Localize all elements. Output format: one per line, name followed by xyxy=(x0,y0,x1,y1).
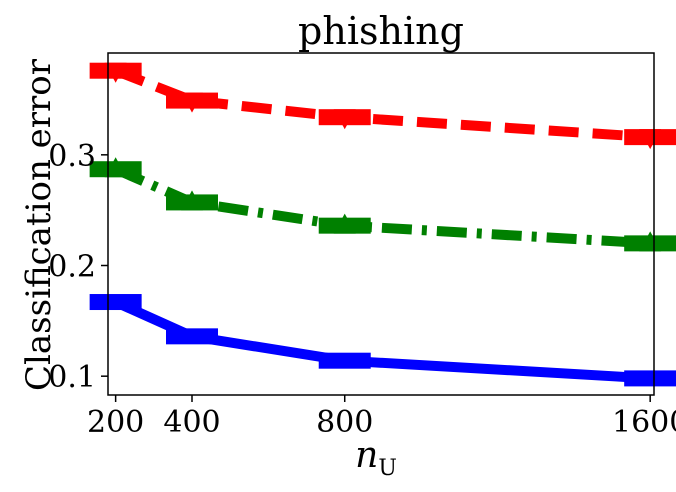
data-point xyxy=(108,295,123,310)
data-point xyxy=(185,329,199,344)
data-point xyxy=(333,109,356,130)
plot-area xyxy=(89,62,676,387)
data-point xyxy=(333,213,356,234)
series-line xyxy=(113,297,651,384)
y-tick-label: 0.3 xyxy=(48,139,96,174)
x-axis-label-subscript: U xyxy=(378,456,397,481)
data-point xyxy=(639,129,662,150)
data-point xyxy=(639,231,662,252)
chart-title: phishing xyxy=(298,9,464,53)
plot-frame xyxy=(107,52,655,396)
data-point xyxy=(181,190,203,211)
series-line xyxy=(113,66,651,143)
data-point xyxy=(104,157,127,178)
x-axis-label: nU xyxy=(355,435,397,481)
x-tick-label: 800 xyxy=(316,405,373,440)
x-tick-label: 200 xyxy=(87,405,144,440)
data-point xyxy=(337,353,352,368)
data-point xyxy=(181,92,203,113)
data-point xyxy=(643,371,658,386)
series-line xyxy=(113,164,651,249)
y-axis-label: Classification error xyxy=(19,58,59,391)
y-tick-label: 0.1 xyxy=(48,360,96,395)
x-tick-label: 400 xyxy=(163,405,220,440)
y-tick-label: 0.2 xyxy=(48,250,96,285)
x-axis-label-main: n xyxy=(355,435,378,476)
data-point xyxy=(104,62,127,83)
